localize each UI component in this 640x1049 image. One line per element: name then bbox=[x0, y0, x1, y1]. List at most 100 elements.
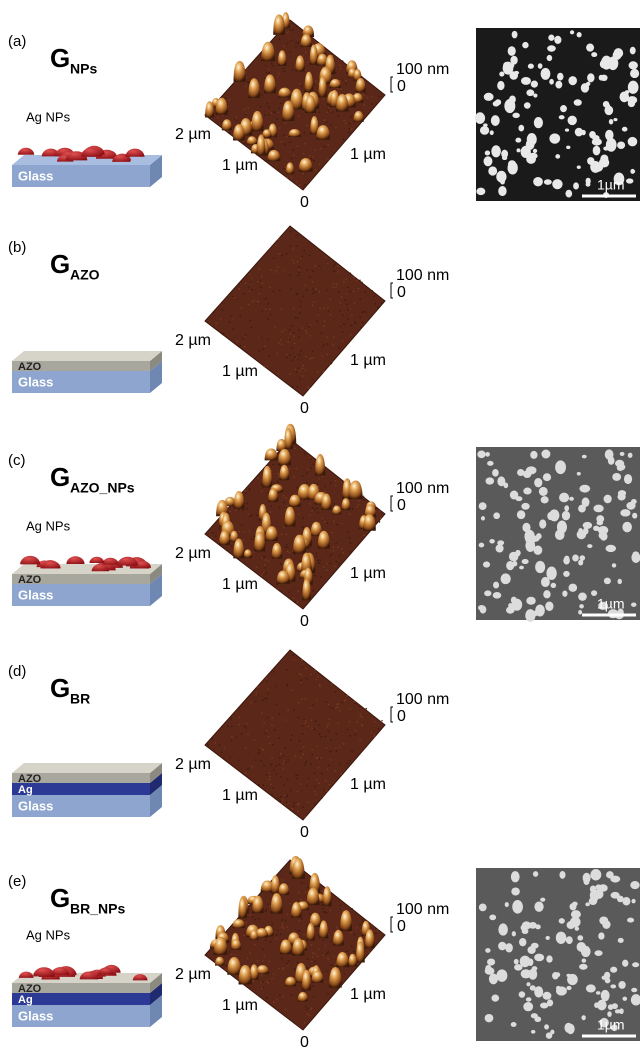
sem-particle bbox=[511, 931, 516, 937]
sem-particle bbox=[516, 148, 521, 153]
afm-texture bbox=[284, 919, 287, 922]
afm-bump bbox=[271, 542, 283, 559]
sem-particle bbox=[603, 494, 612, 504]
afm-texture bbox=[327, 723, 329, 726]
sem-particle bbox=[530, 450, 538, 459]
sem-particle bbox=[530, 942, 539, 949]
afm-texture bbox=[341, 314, 344, 317]
afm-texture bbox=[351, 750, 353, 753]
sem-particle bbox=[550, 1029, 555, 1035]
afm-texture bbox=[327, 993, 329, 995]
sem-particle bbox=[612, 50, 622, 60]
afm-bump bbox=[328, 967, 342, 988]
sem-particle bbox=[569, 496, 574, 501]
sem-particle bbox=[546, 54, 553, 62]
afm-label: 1 µm bbox=[222, 997, 258, 1014]
sem-particle bbox=[612, 472, 622, 481]
afm-texture bbox=[248, 303, 250, 306]
afm-texture bbox=[279, 933, 282, 936]
sem-particle bbox=[488, 973, 499, 985]
afm-texture bbox=[313, 83, 316, 86]
afm-texture bbox=[365, 707, 368, 710]
afm-texture bbox=[222, 333, 225, 335]
afm-texture bbox=[292, 335, 295, 337]
afm-texture bbox=[285, 533, 288, 535]
sem-particle bbox=[616, 464, 624, 472]
sem-particle bbox=[511, 887, 520, 896]
afm-bump bbox=[263, 74, 276, 94]
afm-texture bbox=[293, 342, 296, 345]
afm-texture bbox=[230, 739, 233, 742]
afm-bump bbox=[282, 100, 295, 121]
sem-particle bbox=[610, 891, 620, 899]
afm-bump bbox=[279, 464, 290, 481]
afm-texture bbox=[318, 163, 321, 166]
sem-particle bbox=[476, 187, 486, 196]
sem-particle bbox=[628, 81, 635, 88]
sem-particle bbox=[489, 539, 495, 544]
sem-particle bbox=[557, 72, 564, 81]
sem-particle bbox=[619, 91, 630, 103]
afm-texture bbox=[327, 951, 330, 953]
afm-texture bbox=[332, 286, 334, 289]
afm-texture bbox=[359, 705, 361, 707]
sem-particle bbox=[591, 138, 602, 146]
sem-particle bbox=[512, 560, 518, 567]
afm-texture bbox=[341, 331, 344, 333]
afm-texture bbox=[318, 684, 321, 686]
sem-particle bbox=[628, 61, 638, 70]
afm-texture bbox=[296, 317, 299, 319]
afm-texture bbox=[324, 735, 327, 738]
afm-texture bbox=[283, 525, 285, 528]
afm-texture bbox=[332, 546, 335, 548]
sem-particle bbox=[632, 512, 638, 519]
afm-texture bbox=[298, 266, 300, 268]
afm-bump bbox=[233, 538, 245, 559]
afm-texture bbox=[310, 960, 313, 963]
sem-particle bbox=[594, 950, 603, 956]
afm-texture bbox=[277, 266, 279, 268]
sem-particle bbox=[585, 81, 591, 86]
afm-bump bbox=[216, 499, 229, 517]
afm-texture bbox=[247, 107, 249, 109]
sem-particle bbox=[577, 935, 584, 941]
sem-particle bbox=[630, 602, 637, 607]
afm-texture bbox=[257, 280, 259, 283]
afm-texture bbox=[266, 680, 268, 683]
afm-texture bbox=[230, 717, 232, 720]
sem-particle bbox=[626, 501, 636, 510]
afm-texture bbox=[250, 538, 253, 540]
afm-texture bbox=[342, 551, 345, 554]
afm-texture bbox=[331, 531, 333, 534]
afm-texture bbox=[262, 987, 265, 989]
afm-texture bbox=[302, 152, 305, 155]
afm-texture bbox=[266, 102, 269, 105]
afm-texture bbox=[373, 734, 376, 736]
afm-label: 1 µm bbox=[350, 565, 386, 582]
afm-texture bbox=[302, 295, 305, 297]
afm-texture bbox=[275, 773, 278, 776]
afm-texture bbox=[312, 160, 315, 162]
afm-texture bbox=[330, 124, 333, 126]
afm-bump bbox=[284, 506, 296, 527]
afm-bump bbox=[322, 886, 332, 906]
afm-texture bbox=[261, 557, 263, 559]
sem-particle bbox=[582, 527, 589, 535]
afm-texture bbox=[248, 273, 251, 276]
afm-texture bbox=[291, 68, 294, 71]
afm-texture bbox=[214, 742, 217, 744]
afm-label: 1 µm bbox=[222, 787, 258, 804]
afm-texture bbox=[373, 735, 375, 738]
afm-texture bbox=[277, 238, 280, 240]
afm-texture bbox=[261, 973, 263, 976]
afm-texture bbox=[327, 957, 329, 960]
sem-particle bbox=[512, 112, 520, 119]
afm-texture bbox=[269, 742, 271, 745]
afm-texture bbox=[286, 42, 289, 45]
sem-particle bbox=[484, 590, 492, 597]
afm-texture bbox=[301, 367, 304, 370]
afm-bump bbox=[340, 910, 353, 931]
afm-texture bbox=[301, 918, 303, 920]
afm-texture bbox=[337, 115, 339, 117]
afm-texture bbox=[348, 513, 351, 516]
